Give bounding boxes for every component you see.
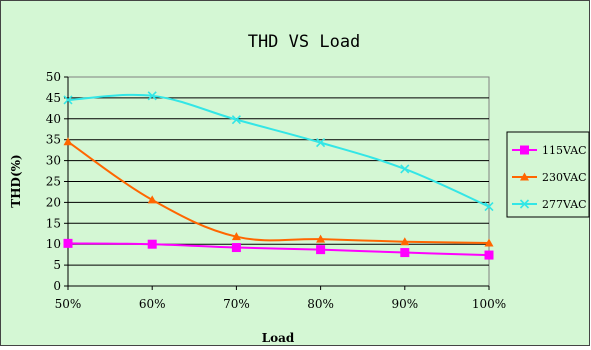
y-tick-label: 25 xyxy=(46,175,61,189)
series-115vac xyxy=(63,238,494,260)
y-tick-label: 15 xyxy=(46,216,61,230)
legend-marker-115vac xyxy=(520,145,529,155)
series-line-230vac xyxy=(67,140,490,244)
chart-svg: THD VS Load 0 5 10 15 20 25 30 35 40 45 50 50% 60% 7… xyxy=(9,32,590,345)
data-point-277vac-80 xyxy=(316,138,326,148)
y-tick-label: 20 xyxy=(46,195,61,209)
data-point-230vac-90 xyxy=(400,237,410,246)
data-point-277vac-90 xyxy=(400,164,410,174)
data-point-115vac-100 xyxy=(484,250,494,260)
y-axis-ticks: 0 5 10 15 20 25 30 35 40 45 50 xyxy=(46,70,68,293)
legend: 115VAC 230VAC 277VAC xyxy=(506,131,590,218)
legend-marker-277vac xyxy=(519,199,530,209)
legend-label: 230VAC xyxy=(542,171,587,184)
series-230vac xyxy=(63,137,494,247)
data-point-115vac-90 xyxy=(400,248,410,258)
data-point-277vac-100 xyxy=(484,202,494,212)
y-tick-label: 35 xyxy=(46,133,61,147)
legend-item-277vac: 277VAC xyxy=(512,198,587,211)
x-tick-label: 60% xyxy=(139,297,166,311)
data-point-115vac-80 xyxy=(316,245,326,255)
y-tick-label: 5 xyxy=(53,258,61,272)
data-point-230vac-70 xyxy=(231,232,241,241)
data-point-230vac-60 xyxy=(147,195,157,204)
y-tick-label: 50 xyxy=(46,70,61,84)
y-tick-label: 0 xyxy=(53,279,61,293)
data-point-277vac-50 xyxy=(63,95,73,105)
legend-label: 115VAC xyxy=(542,144,587,157)
data-point-115vac-60 xyxy=(147,239,157,249)
x-axis-ticks: 50% 60% 70% 80% 90% 100% xyxy=(55,286,506,311)
x-axis-label: Load xyxy=(262,331,295,345)
x-tick-label: 80% xyxy=(307,297,334,311)
data-point-277vac-70 xyxy=(231,115,241,125)
y-tick-label: 45 xyxy=(46,91,61,105)
y-tick-label: 40 xyxy=(46,112,61,126)
x-tick-label: 90% xyxy=(391,297,418,311)
legend-marker-230vac xyxy=(520,172,529,181)
y-tick-label: 30 xyxy=(46,154,61,168)
legend-item-230vac: 230VAC xyxy=(512,171,587,184)
data-point-230vac-50 xyxy=(63,137,73,146)
x-tick-label: 70% xyxy=(223,297,250,311)
chart-title: THD VS Load xyxy=(248,32,361,52)
series-line-115vac xyxy=(67,242,490,257)
series-line-277vac xyxy=(67,93,490,208)
data-point-230vac-80 xyxy=(316,234,326,243)
series-layer xyxy=(63,91,494,260)
y-axis-label: THD(%) xyxy=(9,154,23,207)
data-point-115vac-50 xyxy=(63,238,73,248)
data-point-230vac-100 xyxy=(484,238,494,247)
legend-item-115vac: 115VAC xyxy=(512,144,587,157)
x-tick-label: 50% xyxy=(55,297,82,311)
data-point-277vac-60 xyxy=(147,91,157,101)
legend-label: 277VAC xyxy=(542,198,587,211)
series-277vac xyxy=(63,91,494,212)
data-point-115vac-70 xyxy=(231,243,241,253)
x-tick-label: 100% xyxy=(472,297,506,311)
y-tick-label: 10 xyxy=(46,237,61,251)
